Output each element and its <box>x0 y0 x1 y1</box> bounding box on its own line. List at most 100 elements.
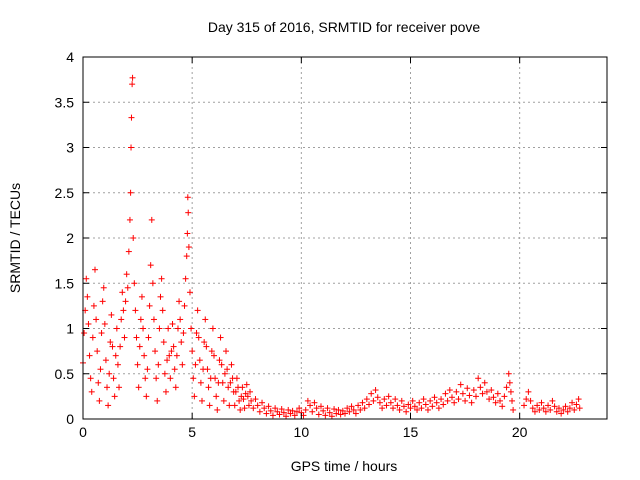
data-point <box>239 384 246 391</box>
data-point <box>317 403 324 410</box>
data-point <box>218 361 225 368</box>
data-point <box>177 316 184 323</box>
y-tick-label: 1 <box>66 321 74 337</box>
data-point <box>488 387 495 394</box>
data-point <box>196 357 203 364</box>
data-point <box>396 406 403 413</box>
data-point <box>146 302 153 309</box>
data-point <box>494 390 501 397</box>
data-point <box>405 401 412 408</box>
data-point <box>407 405 414 412</box>
data-point <box>209 325 216 332</box>
data-point <box>105 402 112 409</box>
data-point <box>136 343 143 350</box>
data-point <box>135 384 142 391</box>
data-point <box>198 397 205 404</box>
data-point <box>193 330 200 337</box>
axis-ticks <box>82 56 607 420</box>
data-point <box>132 307 139 314</box>
data-point <box>433 399 440 406</box>
data-point <box>265 403 272 410</box>
data-point <box>101 320 108 327</box>
data-point <box>168 348 175 355</box>
data-point <box>224 366 231 373</box>
data-point <box>223 348 230 355</box>
data-point <box>195 334 202 341</box>
data-point <box>473 393 479 400</box>
data-point <box>381 396 388 403</box>
data-point <box>542 408 549 415</box>
data-point <box>390 405 397 412</box>
data-point <box>117 343 124 350</box>
data-point <box>244 393 251 400</box>
data-point <box>293 408 300 415</box>
data-point <box>304 397 311 404</box>
data-point <box>291 412 298 419</box>
data-point <box>243 381 250 388</box>
data-point <box>156 325 163 332</box>
x-tick-label: 20 <box>512 424 528 440</box>
data-point <box>307 402 314 409</box>
data-point <box>418 405 425 412</box>
data-point <box>486 396 493 403</box>
data-point <box>247 388 254 395</box>
data-point <box>180 330 187 337</box>
data-point <box>126 216 133 223</box>
data-point <box>211 352 217 359</box>
data-point <box>138 293 145 300</box>
data-point <box>93 316 100 323</box>
data-point <box>468 399 475 406</box>
data-point <box>272 405 279 412</box>
data-point <box>523 396 530 403</box>
data-point <box>420 396 427 403</box>
data-point <box>372 387 379 394</box>
data-point <box>149 280 156 287</box>
data-point <box>232 388 239 395</box>
data-point <box>241 405 248 412</box>
data-point <box>118 316 125 323</box>
data-point <box>549 397 556 404</box>
x-axis-label: GPS time / hours <box>291 458 398 474</box>
data-point <box>124 284 131 291</box>
data-point <box>130 235 137 241</box>
data-point <box>94 348 101 355</box>
data-point <box>379 405 386 412</box>
y-tick-label: 3.5 <box>55 94 75 110</box>
data-point <box>280 409 287 416</box>
data-point <box>357 406 364 413</box>
data-point <box>462 397 469 404</box>
data-point <box>361 405 368 412</box>
data-point <box>236 397 243 404</box>
data-point <box>438 396 445 403</box>
data-point <box>464 385 471 392</box>
data-point <box>176 298 183 305</box>
data-point <box>87 375 94 382</box>
data-point <box>171 366 178 373</box>
data-point <box>355 402 362 409</box>
data-point <box>203 343 210 350</box>
data-point <box>267 407 274 414</box>
data-point <box>81 330 88 337</box>
y-axis-label: SRMTID / TECUs <box>7 183 23 293</box>
data-point <box>551 403 558 410</box>
data-point <box>129 74 136 81</box>
data-point <box>411 403 418 410</box>
data-point <box>254 402 261 409</box>
data-point <box>459 390 466 397</box>
data-point <box>83 275 90 282</box>
data-point <box>185 244 192 251</box>
data-point <box>507 388 514 395</box>
data-point <box>453 388 460 395</box>
data-point <box>248 397 255 404</box>
data-point <box>113 325 120 332</box>
data-point <box>181 302 188 309</box>
data-point <box>427 397 434 404</box>
data-point <box>152 348 159 355</box>
data-point <box>370 397 377 404</box>
y-tick-label: 4 <box>66 49 74 65</box>
data-point <box>256 408 263 415</box>
data-point <box>121 334 128 341</box>
data-point <box>562 403 569 410</box>
data-point <box>558 410 565 417</box>
